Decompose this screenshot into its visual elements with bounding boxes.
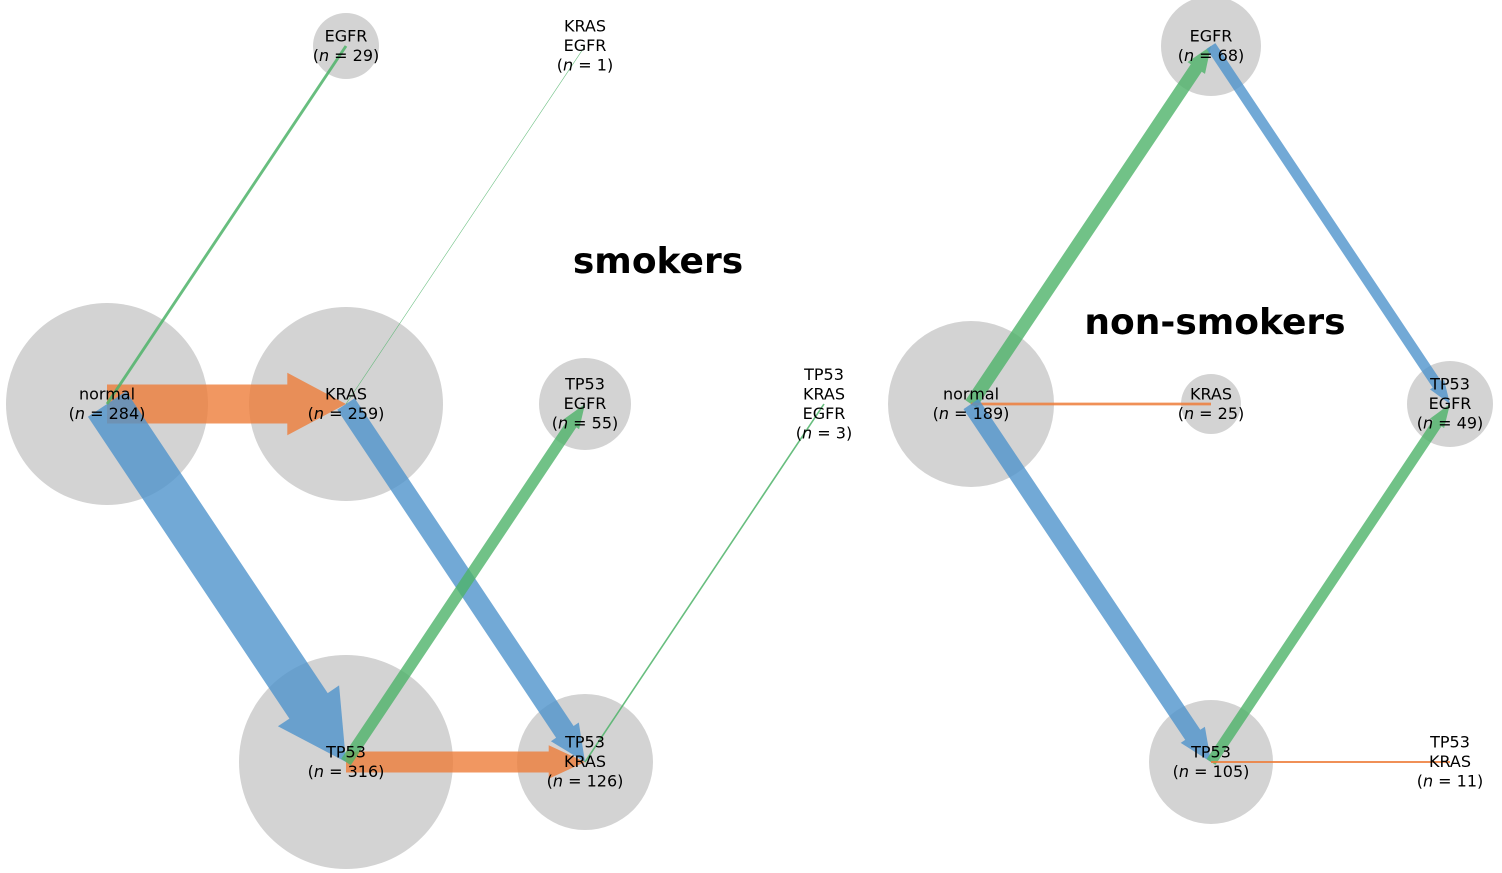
node-count: 49: [1457, 414, 1477, 433]
node-label-line: KRAS: [325, 384, 367, 403]
node-count: 126: [587, 772, 618, 791]
edge-n-egfr-to-n-tp53-egfr: [1206, 43, 1450, 404]
node-label-line: EGFR: [1429, 394, 1472, 413]
edge-n-tp53-to-n-tp53-kras: [1211, 761, 1450, 763]
node-label-s-tp53: TP53 (n = 316): [308, 742, 385, 781]
node-label-s-tp53-kras: TP53 KRAS (n = 126): [547, 733, 624, 791]
node-label-s-kras: KRAS (n = 259): [308, 384, 385, 423]
node-label-s-egfr: EGFR (n = 29): [313, 26, 380, 65]
node-label-line: EGFR: [1190, 26, 1233, 45]
node-label-line: TP53: [325, 742, 366, 761]
node-label-s-tp53-kras-egfr: TP53 KRAS EGFR (n = 3): [796, 365, 852, 443]
edge-n-normal-to-n-egfr: [965, 46, 1211, 408]
panel-title-non-smokers: non-smokers: [1084, 302, 1345, 343]
node-labels-layer: normal (n = 284) KRAS (n = 259) EGFR (n = 29)…: [69, 17, 1484, 791]
node-label-line: EGFR: [564, 394, 607, 413]
node-label-line: KRAS: [1190, 384, 1232, 403]
edges-layer: [87, 43, 1450, 779]
panel-title-smokers: smokers: [573, 241, 743, 282]
node-label-s-normal: normal (n = 284): [69, 384, 146, 423]
edge-s-normal-to-s-kras: [107, 372, 346, 436]
edge-n-normal-to-n-kras: [971, 402, 1211, 406]
node-label-n-normal: normal (n = 189): [933, 384, 1010, 423]
edge-n-tp53-to-n-tp53-egfr: [1206, 404, 1450, 765]
node-label-line: KRAS: [803, 384, 845, 403]
node-count: 189: [973, 404, 1004, 423]
node-count: 29: [353, 46, 373, 65]
node-count: 284: [109, 404, 140, 423]
node-label-s-kras-egfr: KRAS EGFR (n = 1): [557, 17, 613, 75]
node-label-line: TP53: [564, 733, 605, 752]
edge-s-tp53-to-s-tp53-egfr: [341, 404, 585, 766]
node-count: 68: [1218, 46, 1238, 65]
node-count: 25: [1218, 404, 1238, 423]
edge-s-tp53-to-s-tp53-kras: [346, 745, 585, 779]
node-label-line: TP53: [1190, 742, 1231, 761]
node-label-line: TP53: [1429, 375, 1470, 394]
node-count: 3: [836, 423, 846, 442]
node-label-line: EGFR: [803, 404, 846, 423]
node-label-n-tp53-kras: TP53 KRAS (n = 11): [1417, 733, 1484, 791]
node-count: 316: [348, 762, 379, 781]
node-label-line: TP53: [1429, 733, 1470, 752]
node-label-line: normal: [79, 384, 135, 403]
node-label-line: KRAS: [1429, 752, 1471, 771]
edge-n-normal-to-n-tp53: [963, 398, 1211, 762]
node-count: 105: [1213, 762, 1244, 781]
node-label-line: EGFR: [564, 36, 607, 55]
node-count: 55: [592, 414, 612, 433]
node-label-line: KRAS: [564, 17, 606, 36]
node-label-line: normal: [943, 384, 999, 403]
node-label-n-kras: KRAS (n = 25): [1178, 384, 1245, 423]
edge-s-kras-to-s-kras-egfr: [345, 45, 586, 405]
node-label-n-tp53-egfr: TP53 EGFR (n = 49): [1417, 375, 1484, 433]
node-label-n-egfr: EGFR (n = 68): [1178, 26, 1245, 65]
node-count: 1: [597, 56, 607, 75]
node-count: 11: [1457, 772, 1477, 791]
node-count: 259: [348, 404, 379, 423]
node-label-line: EGFR: [325, 26, 368, 45]
edge-s-normal-to-s-egfr: [105, 45, 348, 405]
node-label-s-tp53-egfr: TP53 EGFR (n = 55): [552, 375, 619, 433]
node-label-line: KRAS: [564, 752, 606, 771]
node-label-line: TP53: [564, 375, 605, 394]
edge-s-tp53-kras-to-s-tp53-kras-egfr: [584, 403, 825, 763]
node-label-line: TP53: [803, 365, 844, 384]
edge-s-normal-to-s-tp53: [87, 391, 347, 762]
node-label-n-tp53: TP53 (n = 105): [1173, 742, 1250, 781]
